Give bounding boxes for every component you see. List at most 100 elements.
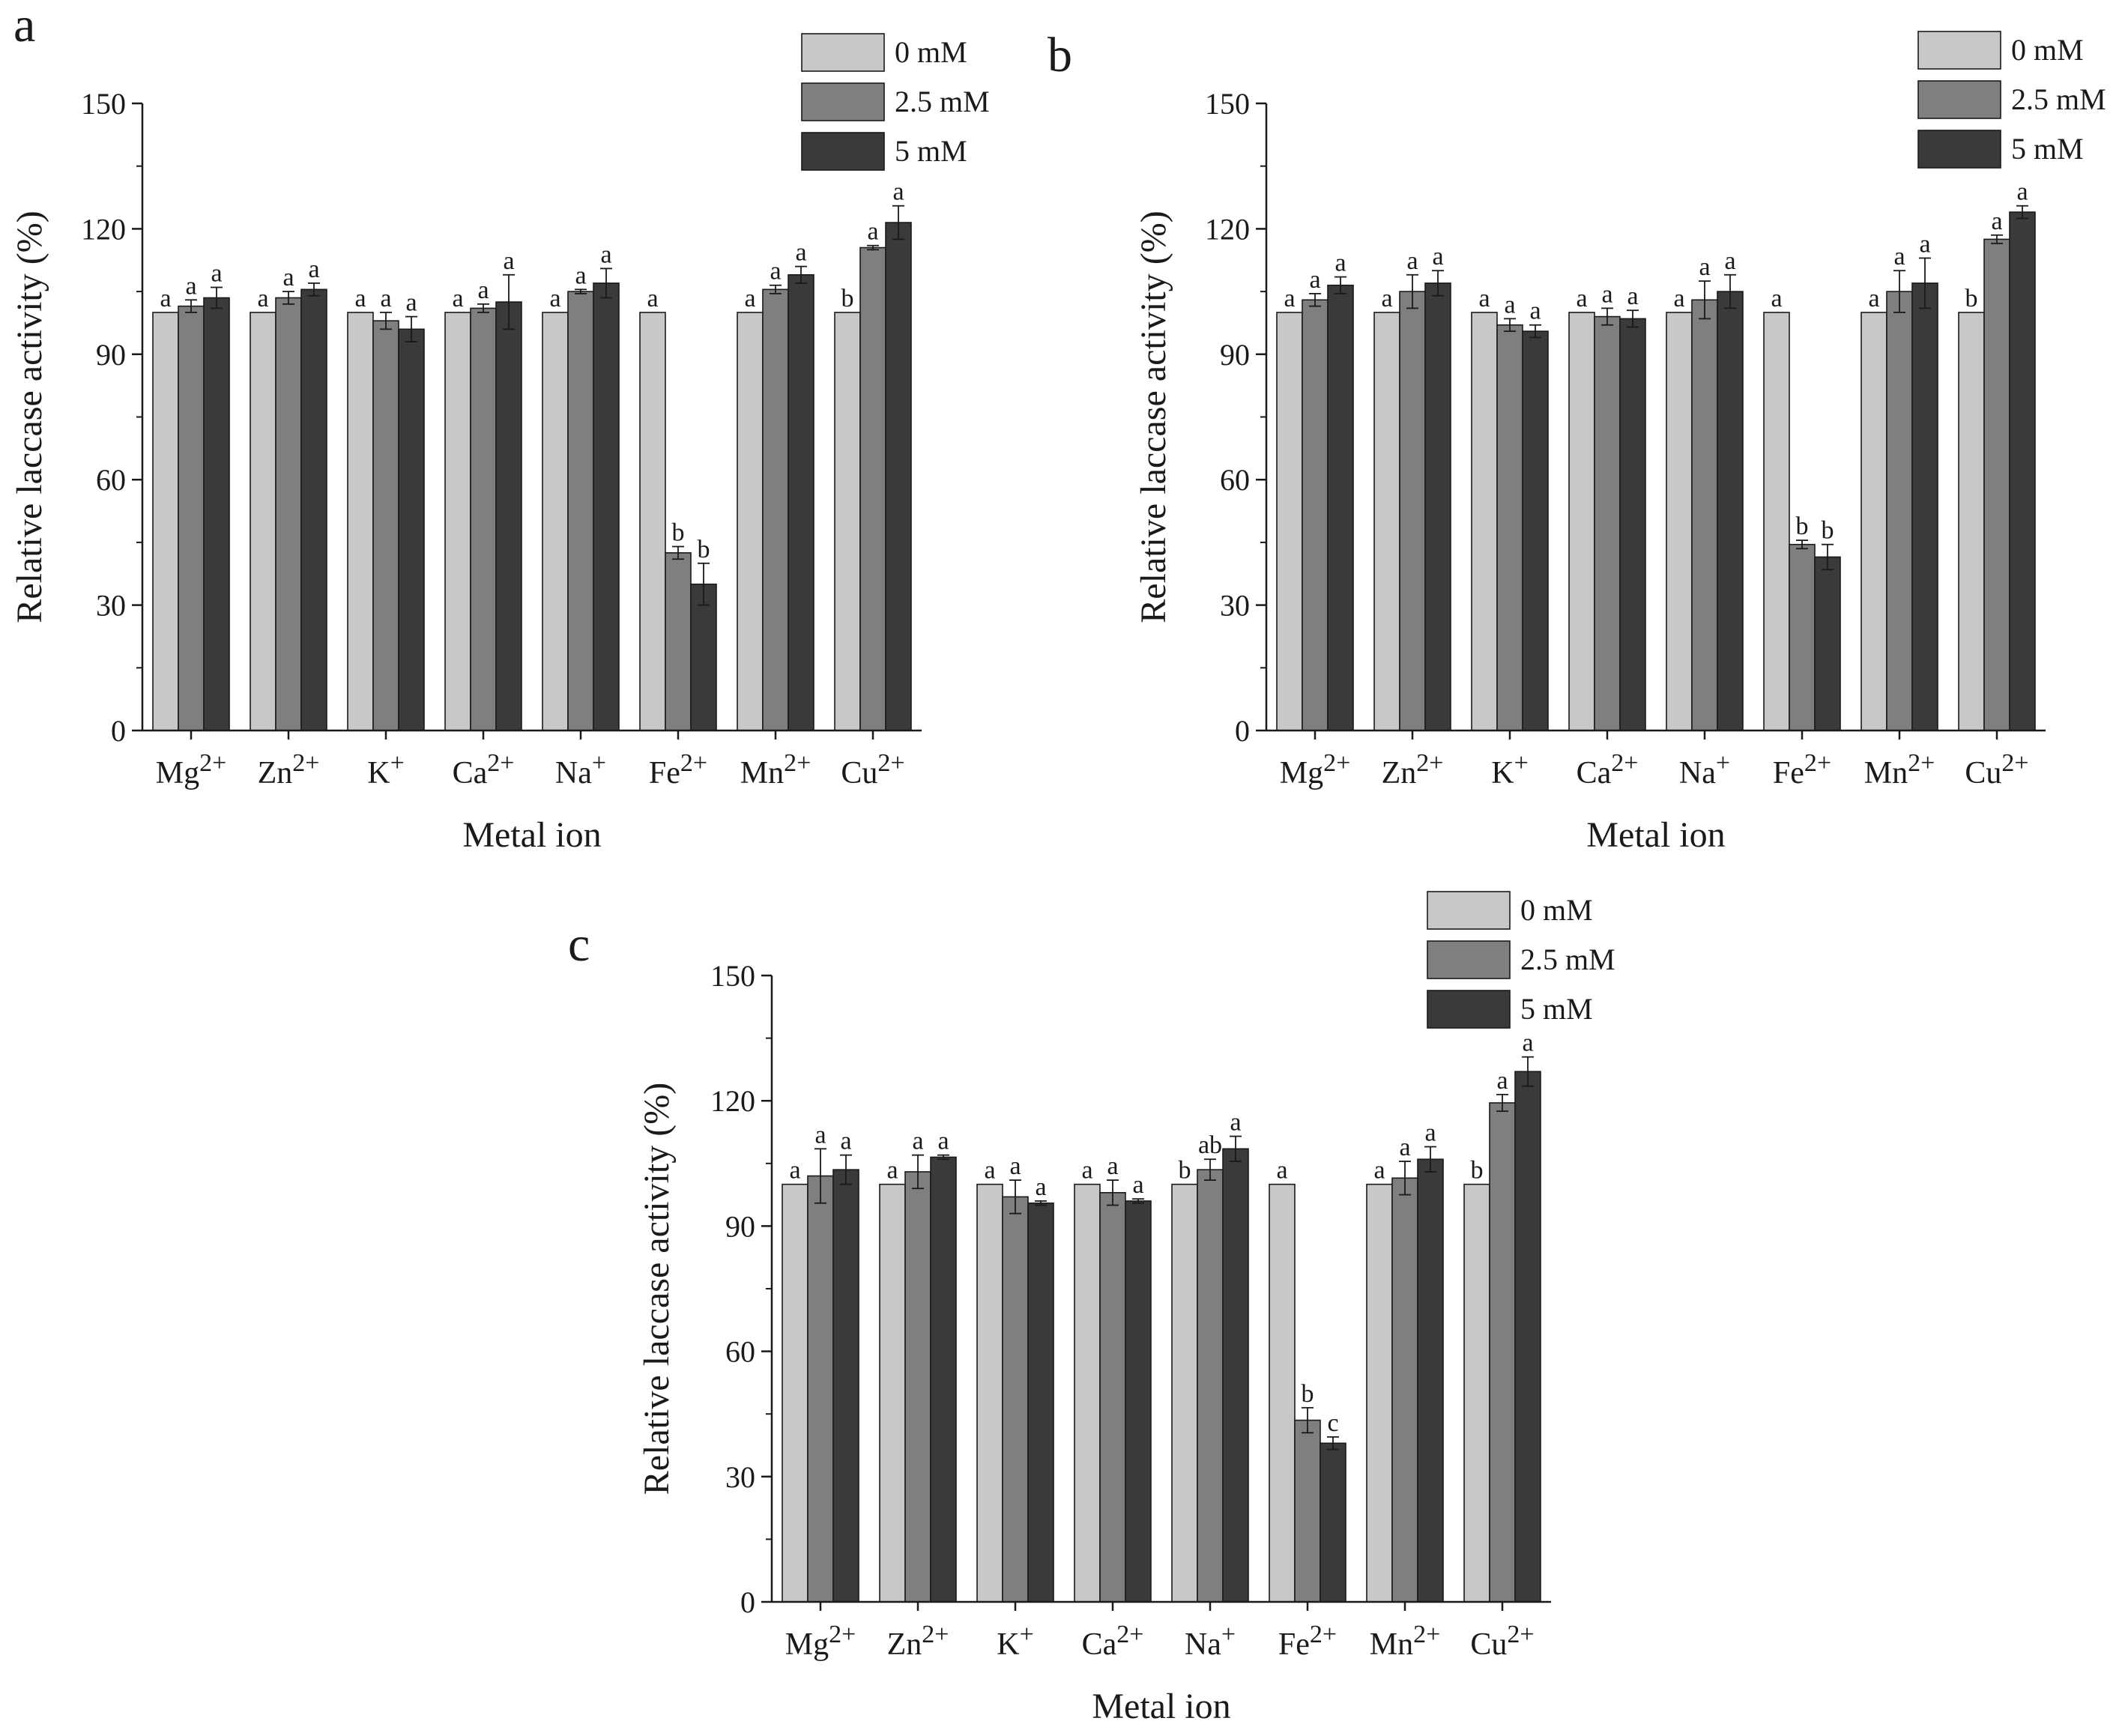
bar (1399, 291, 1426, 731)
y-tick-label: 0 (740, 1585, 755, 1619)
bar (1222, 1148, 1249, 1603)
x-tick-label: Mg2+ (1280, 749, 1351, 790)
y-tick-label: 60 (725, 1335, 755, 1369)
bar (203, 297, 230, 731)
significance-letter: a (892, 178, 904, 206)
bar (1366, 1183, 1393, 1603)
significance-letter: a (1576, 285, 1587, 312)
bar (885, 222, 912, 731)
significance-letter: a (1284, 285, 1295, 312)
bar (1373, 312, 1400, 731)
bar (1496, 324, 1523, 731)
y-tick-label: 30 (1220, 589, 1250, 623)
legend-swatch (1427, 891, 1511, 930)
significance-letter: a (1132, 1171, 1143, 1199)
legend-swatch (801, 33, 885, 72)
significance-letter: a (789, 1157, 800, 1185)
bar (398, 328, 425, 731)
significance-letter: a (1309, 266, 1320, 294)
y-axis-title: Relative laccase activity (%) (10, 211, 49, 623)
y-tick-label: 90 (96, 338, 126, 372)
legend-swatch (1427, 990, 1511, 1029)
bar (1666, 312, 1693, 731)
x-tick-label: Cu2+ (1965, 749, 2028, 790)
significance-letter: a (1601, 280, 1612, 308)
significance-letter: a (1478, 285, 1490, 312)
significance-letter: ab (1198, 1131, 1222, 1159)
significance-letter: a (1424, 1119, 1436, 1147)
bar (690, 583, 717, 731)
bar (904, 1171, 931, 1603)
x-axis-title: Metal ion (1092, 1687, 1230, 1726)
x-axis-title: Metal ion (1586, 815, 1725, 855)
significance-letter: a (282, 264, 294, 291)
x-tick-label: K+ (1491, 749, 1529, 790)
bar (1027, 1202, 1054, 1603)
x-tick-label: Fe2+ (649, 749, 707, 790)
significance-letter: a (1276, 1157, 1287, 1185)
significance-letter: a (1919, 230, 1930, 258)
significance-letter: a (795, 239, 806, 267)
significance-letter: a (1868, 285, 1879, 312)
x-tick-label: Fe2+ (1773, 749, 1831, 790)
bar (1717, 291, 1744, 731)
bar (178, 305, 205, 731)
significance-letter: b (698, 536, 710, 563)
legend-label: 5 mM (1520, 992, 1593, 1026)
significance-letter: a (1699, 253, 1710, 281)
y-tick-label: 30 (725, 1460, 755, 1494)
significance-letter: a (1035, 1173, 1046, 1201)
legend-swatch (1917, 130, 2001, 169)
significance-letter: a (1373, 1157, 1385, 1185)
significance-letter: a (744, 285, 755, 312)
bar (152, 312, 179, 731)
bar (737, 312, 764, 731)
y-tick-label: 60 (96, 463, 126, 497)
bar (275, 297, 302, 731)
legend: 0 mM 2.5 mM 5 mM (1427, 891, 1615, 1029)
legend-label: 0 mM (895, 35, 967, 69)
significance-letter: a (1081, 1157, 1092, 1185)
significance-letter: a (886, 1157, 898, 1185)
y-tick-label: 0 (1235, 714, 1250, 748)
x-tick-label: Fe2+ (1278, 1621, 1337, 1662)
significance-letter: b (1796, 512, 1809, 540)
bar (1958, 312, 1985, 731)
bar (2009, 211, 2036, 731)
x-tick-label: Mg2+ (156, 749, 227, 790)
x-tick-label: Zn2+ (1382, 749, 1444, 790)
y-tick-label: 90 (1220, 338, 1250, 372)
significance-letter: a (354, 285, 366, 312)
y-axis-title: Relative laccase activity (%) (1134, 211, 1173, 623)
significance-letter: a (1230, 1109, 1241, 1137)
significance-letter: a (1107, 1152, 1118, 1180)
significance-letter: b (672, 518, 685, 546)
bar (250, 312, 276, 731)
significance-letter: a (814, 1121, 826, 1149)
legend-label: 2.5 mM (895, 85, 990, 118)
bar (1320, 1442, 1346, 1603)
significance-letter: a (308, 255, 319, 283)
y-tick-label: 0 (111, 714, 126, 748)
significance-letter: a (1399, 1134, 1410, 1161)
bar (930, 1156, 957, 1603)
significance-letter: a (1381, 285, 1392, 312)
bar (762, 288, 789, 731)
y-tick-label: 150 (1205, 87, 1250, 121)
x-tick-label: Cu2+ (841, 749, 904, 790)
bar (1125, 1200, 1152, 1603)
bar (1099, 1192, 1126, 1603)
bar (1983, 238, 2010, 731)
x-tick-label: Mn2+ (1370, 1621, 1441, 1662)
significance-letter: a (984, 1157, 995, 1185)
bar (1463, 1183, 1490, 1603)
bar (495, 301, 522, 731)
significance-letter: a (912, 1128, 923, 1155)
bar (665, 552, 692, 731)
bar (976, 1183, 1003, 1603)
x-tick-label: Na+ (555, 749, 606, 790)
significance-letter: a (1529, 297, 1541, 325)
bar (1002, 1196, 1029, 1603)
